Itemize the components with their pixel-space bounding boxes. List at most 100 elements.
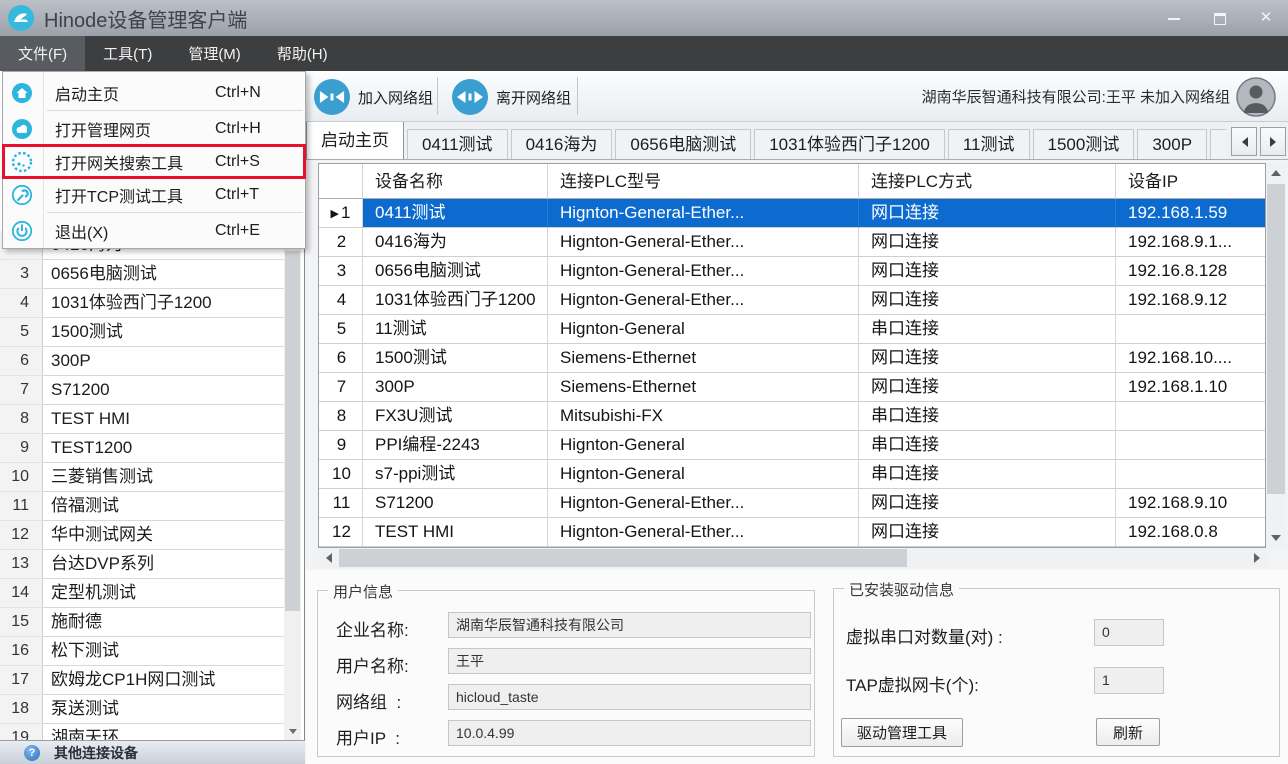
plc-model-cell[interactable]: Hignton-General-Ether... [548,199,859,228]
maximize-button[interactable] [1212,10,1228,26]
tab-0656[interactable]: 0656电脑测试 [615,129,752,159]
table-row[interactable]: 10 s7-ppi测试 Hignton-General 串口连接 [319,460,1265,489]
menu-item-launch-home[interactable]: 启动主页 Ctrl+N [3,76,305,109]
sidebar-device-row[interactable]: 15 施耐德 [0,608,284,637]
plc-model-cell[interactable]: Hignton-General-Ether... [548,286,859,315]
plc-mode-cell[interactable]: 网口连接 [859,199,1116,228]
tab-0416[interactable]: 0416海为 [510,129,613,159]
sidebar-device-name[interactable]: 华中测试网关 [43,521,284,550]
tab-fx[interactable]: FX [1210,129,1226,159]
table-row[interactable]: 3 0656电脑测试 Hignton-General-Ether... 网口连接… [319,257,1265,286]
table-row[interactable]: 11 S71200 Hignton-General-Ether... 网口连接 … [319,489,1265,518]
device-ip-cell[interactable] [1116,315,1265,344]
header-plc-mode[interactable]: 连接PLC方式 [859,164,1116,199]
minimize-button[interactable] [1166,10,1182,26]
menu-item-open-gateway-search-tool[interactable]: 打开网关搜索工具 Ctrl+S [2,144,306,179]
plc-mode-cell[interactable]: 网口连接 [859,373,1116,402]
device-name-cell[interactable]: 0411测试 [363,199,548,228]
sidebar-device-row[interactable]: 4 1031体验西门子1200 [0,289,284,318]
sidebar-device-name[interactable]: 1031体验西门子1200 [43,289,284,318]
sidebar-scrollbar-thumb[interactable] [285,251,300,611]
plc-mode-cell[interactable]: 网口连接 [859,228,1116,257]
device-name-cell[interactable]: 300P [363,373,548,402]
sidebar-device-name[interactable]: 施耐德 [43,608,284,637]
table-row[interactable]: 12 TEST HMI Hignton-General-Ether... 网口连… [319,518,1265,547]
scroll-right-button[interactable] [1247,548,1266,568]
sidebar-device-name[interactable]: 松下测试 [43,637,284,666]
device-name-cell[interactable]: 1500测试 [363,344,548,373]
leave-network-group-button[interactable]: 离开网络组 [445,76,577,118]
sidebar-device-row[interactable]: 8 TEST HMI [0,405,284,434]
sidebar-device-name[interactable]: 泵送测试 [43,695,284,724]
sidebar-device-name[interactable]: TEST1200 [43,434,284,463]
table-row[interactable]: 8 FX3U测试 Mitsubishi-FX 串口连接 [319,402,1265,431]
menubar-item-tools[interactable]: 工具(T) [103,46,153,63]
header-device-ip[interactable]: 设备IP [1116,164,1265,199]
device-ip-cell[interactable]: 192.168.9.1... [1116,228,1265,257]
plc-model-cell[interactable]: Siemens-Ethernet [548,344,859,373]
device-ip-cell[interactable]: 192.168.1.59 [1116,199,1265,228]
plc-mode-cell[interactable]: 串口连接 [859,431,1116,460]
sidebar-device-row[interactable]: 5 1500测试 [0,318,284,347]
company-name-field[interactable]: 湖南华辰智通科技有限公司 [448,612,811,638]
sidebar-device-name[interactable]: 定型机测试 [43,579,284,608]
plc-model-cell[interactable]: Hignton-General-Ether... [548,489,859,518]
device-ip-cell[interactable]: 192.168.9.10 [1116,489,1265,518]
sidebar-device-row[interactable]: 11 倍福测试 [0,492,284,521]
sidebar-device-name[interactable]: 300P [43,347,284,376]
device-ip-cell[interactable]: 192.16.8.128 [1116,257,1265,286]
table-horizontal-scrollbar[interactable] [319,548,1266,568]
device-ip-cell[interactable] [1116,431,1265,460]
sidebar-device-name[interactable]: 欧姆龙CP1H网口测试 [43,666,284,695]
device-ip-cell[interactable] [1116,402,1265,431]
tab-0411[interactable]: 0411测试 [407,129,508,159]
plc-model-cell[interactable]: Hignton-General [548,460,859,489]
sidebar-device-name[interactable]: 1500测试 [43,318,284,347]
plc-mode-cell[interactable]: 网口连接 [859,518,1116,547]
plc-model-cell[interactable]: Hignton-General-Ether... [548,257,859,286]
tab-scroll-left-button[interactable] [1231,127,1257,156]
sidebar-device-row[interactable]: 19 湖南天环 [0,724,284,741]
table-row[interactable]: 5 11测试 Hignton-General 串口连接 [319,315,1265,344]
plc-mode-cell[interactable]: 网口连接 [859,257,1116,286]
table-row[interactable]: 4 1031体验西门子1200 Hignton-General-Ether...… [319,286,1265,315]
header-plc-model[interactable]: 连接PLC型号 [548,164,859,199]
table-row[interactable]: 6 1500测试 Siemens-Ethernet 网口连接 192.168.1… [319,344,1265,373]
plc-model-cell[interactable]: Hignton-General [548,431,859,460]
device-ip-cell[interactable] [1116,460,1265,489]
table-row[interactable]: 9 PPI编程-2243 Hignton-General 串口连接 [319,431,1265,460]
sidebar-device-row[interactable]: 9 TEST1200 [0,434,284,463]
device-name-cell[interactable]: TEST HMI [363,518,548,547]
plc-model-cell[interactable]: Siemens-Ethernet [548,373,859,402]
plc-mode-cell[interactable]: 网口连接 [859,286,1116,315]
menu-item-open-admin-page[interactable]: 打开管理网页 Ctrl+H [3,112,305,145]
header-device-name[interactable]: 设备名称 [363,164,548,199]
user-name-field[interactable]: 王平 [448,648,811,674]
device-name-cell[interactable]: PPI编程-2243 [363,431,548,460]
table-row[interactable]: ▶ 1 0411测试 Hignton-General-Ether... 网口连接 … [319,199,1265,228]
table-vertical-scrollbar[interactable] [1266,163,1286,548]
plc-mode-cell[interactable]: 串口连接 [859,402,1116,431]
plc-mode-cell[interactable]: 网口连接 [859,344,1116,373]
scroll-up-button[interactable] [1266,163,1286,183]
join-network-group-button[interactable]: 加入网络组 [307,76,439,118]
device-ip-cell[interactable]: 192.168.0.8 [1116,518,1265,547]
sidebar-device-row[interactable]: 3 0656电脑测试 [0,260,284,289]
device-name-cell[interactable]: 0656电脑测试 [363,257,548,286]
sidebar-device-row[interactable]: 14 定型机测试 [0,579,284,608]
tab-1031[interactable]: 1031体验西门子1200 [754,129,945,159]
menubar-item-manage[interactable]: 管理(M) [188,46,241,63]
sidebar-device-name[interactable]: S71200 [43,376,284,405]
close-button[interactable]: ✕ [1259,9,1273,26]
sidebar-device-name[interactable]: 0656电脑测试 [43,260,284,289]
menu-item-exit[interactable]: 退出(X) Ctrl+E [3,214,305,247]
sidebar-scrollbar[interactable] [284,231,301,741]
device-name-cell[interactable]: 0416海为 [363,228,548,257]
device-ip-cell[interactable]: 192.168.10.... [1116,344,1265,373]
sidebar-device-row[interactable]: 16 松下测试 [0,637,284,666]
user-avatar[interactable] [1236,77,1276,117]
user-ip-field[interactable]: 10.0.4.99 [448,720,811,746]
plc-model-cell[interactable]: Hignton-General-Ether... [548,228,859,257]
sidebar-scroll-down-button[interactable] [284,722,301,741]
table-row[interactable]: 7 300P Siemens-Ethernet 网口连接 192.168.1.1… [319,373,1265,402]
